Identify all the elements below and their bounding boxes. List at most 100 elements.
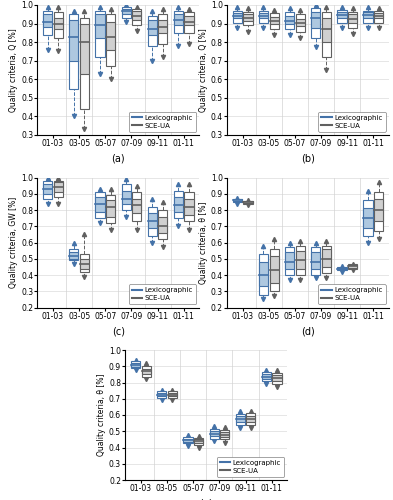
Bar [311,252,320,268]
Bar [259,262,268,286]
Bar [337,12,347,18]
Bar [142,368,151,374]
Bar [311,12,320,28]
Bar [233,200,242,201]
Bar [243,14,253,21]
Bar [243,201,253,203]
Y-axis label: Quality criteria, θ [%]: Quality criteria, θ [%] [97,374,106,456]
Bar [142,366,151,377]
Bar [311,248,320,275]
Bar [80,18,89,109]
Bar [121,7,131,18]
Bar [322,18,331,42]
Bar [220,430,229,440]
Bar [54,18,63,29]
Bar [43,181,52,198]
Bar [236,414,245,425]
Bar [184,438,193,442]
Bar [174,190,183,218]
Bar [272,373,281,384]
Bar [322,246,331,274]
Bar [168,393,177,396]
Bar [296,246,305,275]
Bar [337,268,347,270]
Bar [262,374,271,379]
Legend: Lexicographic, SCE-UA: Lexicographic, SCE-UA [217,457,284,476]
Bar [95,10,105,57]
Bar [168,392,177,398]
Bar [259,10,268,22]
Bar [348,12,357,28]
Bar [270,256,279,283]
X-axis label: (b): (b) [301,154,315,164]
Bar [285,12,294,29]
Bar [233,10,242,22]
Bar [54,12,63,38]
Bar [311,8,320,38]
Bar [131,363,140,366]
Bar [157,393,166,396]
Bar [270,17,279,24]
Bar [337,10,347,22]
Bar [132,198,141,214]
Bar [272,375,281,381]
Bar [364,12,373,18]
Bar [80,24,89,74]
Bar [174,10,183,33]
Bar [174,197,183,212]
X-axis label: (c): (c) [112,326,125,336]
Bar [158,216,167,233]
Bar [348,14,357,22]
Bar [374,192,383,231]
Bar [148,214,157,228]
Bar [158,20,167,33]
Bar [322,12,331,57]
Bar [121,190,131,203]
Bar [43,14,52,28]
Bar [158,210,167,240]
Bar [43,184,52,194]
Bar [194,440,203,444]
Bar [131,362,140,368]
Bar [364,200,373,236]
Legend: Lexicographic, SCE-UA: Lexicographic, SCE-UA [129,284,196,304]
Bar [374,14,383,18]
Bar [296,250,305,268]
Bar [259,14,268,18]
Y-axis label: Quality criteria, Q [%]: Quality criteria, Q [%] [9,28,18,112]
Bar [132,192,141,222]
Bar [348,266,357,268]
Bar [184,437,193,444]
Legend: Lexicographic, SCE-UA: Lexicographic, SCE-UA [318,112,386,132]
Bar [132,10,141,20]
Y-axis label: Quality criteria, θ [%]: Quality criteria, θ [%] [199,202,208,284]
Bar [174,14,183,26]
Bar [95,192,105,218]
Legend: Lexicographic, SCE-UA: Lexicographic, SCE-UA [318,284,386,304]
Bar [209,431,219,436]
Bar [285,16,294,24]
Bar [374,10,383,22]
Bar [132,8,141,25]
Bar [121,8,131,14]
Bar [246,416,255,422]
Bar [95,197,105,212]
Bar [95,14,105,38]
Bar [337,267,347,270]
Bar [246,414,255,425]
Bar [69,252,79,259]
Bar [106,200,115,216]
Bar [364,208,373,228]
Legend: Lexicographic, SCE-UA: Lexicographic, SCE-UA [129,112,196,132]
Bar [69,249,79,260]
Bar [233,198,242,202]
Bar [285,252,294,268]
Bar [194,438,203,445]
Bar [220,432,229,437]
Bar [148,20,157,34]
Bar [322,249,331,267]
Bar [121,184,131,210]
Bar [184,16,194,26]
Bar [243,200,253,204]
Bar [285,248,294,275]
